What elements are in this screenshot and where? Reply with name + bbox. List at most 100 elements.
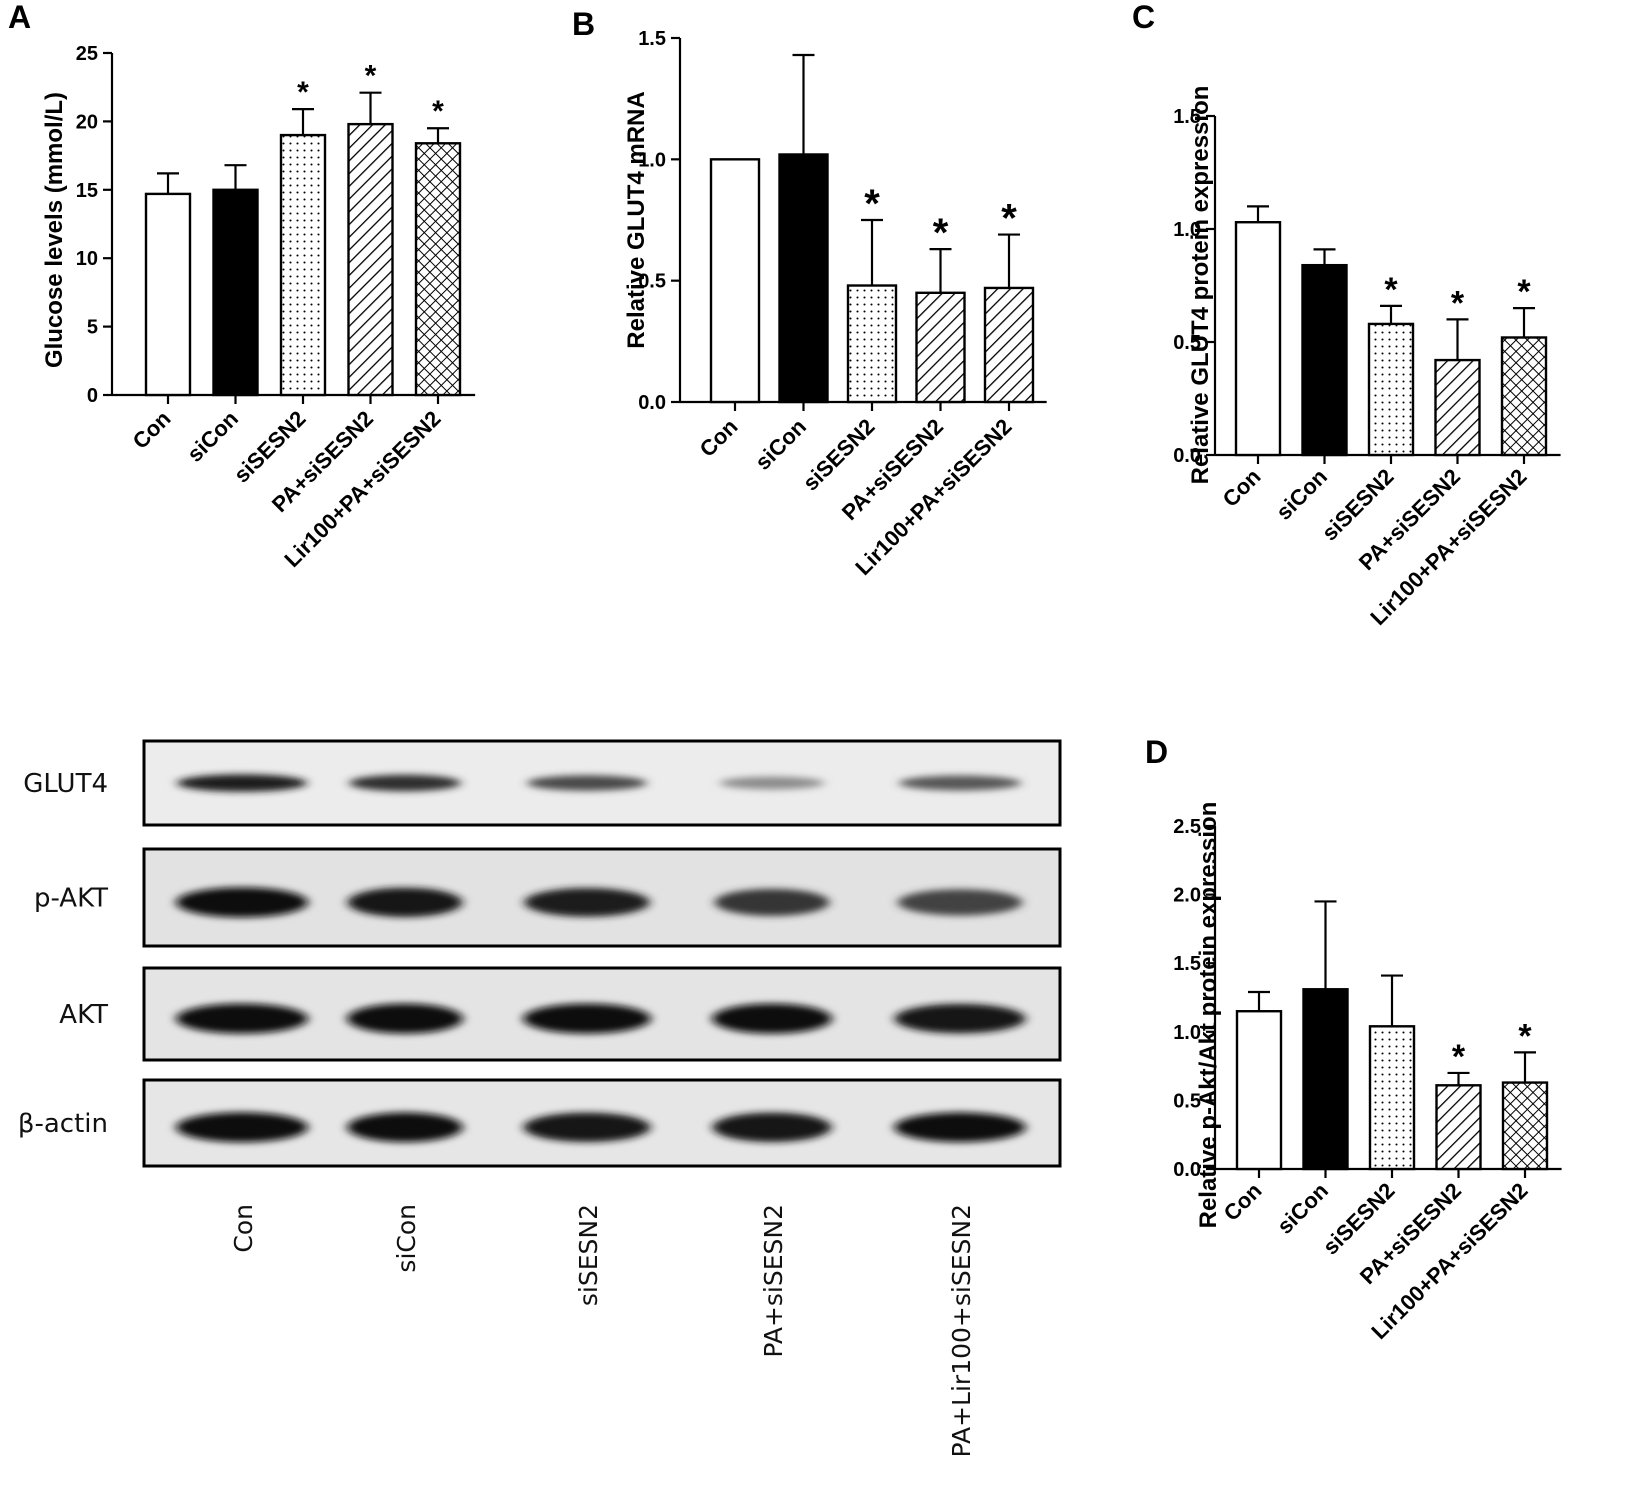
blot-band — [347, 887, 463, 918]
blot-row-label: GLUT4 — [23, 769, 108, 799]
panel-a-ylabel: Glucose levels (mmol/L) — [41, 92, 68, 368]
panel-a-significance-star: * — [365, 60, 377, 93]
panel-d-category-label: siCon — [1272, 1178, 1333, 1239]
panel-a-bar — [414, 142, 462, 397]
panel-c-significance-star: * — [1451, 284, 1465, 322]
panel-a-ytick-label: 10 — [76, 248, 98, 270]
blot-lane-label: PA+Lir100+siSESN2 — [947, 1204, 976, 1457]
panel-a-ytick-label: 5 — [87, 317, 98, 339]
blot-band — [523, 1003, 651, 1034]
panel-a-bar — [212, 188, 259, 397]
panel-a-significance-star: * — [432, 95, 444, 128]
blot-band — [897, 889, 1023, 916]
panel-c-ytick-label: 1.0 — [1173, 219, 1201, 241]
panel-b-ytick-label: 1.0 — [638, 149, 666, 171]
blot-band — [899, 775, 1021, 791]
panel-d-ytick-label: 0.5 — [1173, 1090, 1201, 1112]
panel-b-ytick-label: 1.5 — [638, 28, 666, 50]
blot-band — [177, 774, 307, 792]
panel-d-ytick-label: 2.5 — [1173, 816, 1201, 838]
panel-b-letter: B — [572, 6, 595, 42]
panel-d-ytick-label: 2.0 — [1173, 885, 1201, 907]
blot-row-label: AKT — [59, 1000, 108, 1030]
panel-d-bar — [1368, 1025, 1416, 1171]
blot-band — [712, 1003, 832, 1034]
panel-c-ytick-label: 0.5 — [1173, 332, 1201, 354]
panel-b-significance-star: * — [1001, 197, 1017, 241]
blot-band — [523, 1112, 651, 1143]
blot-band — [527, 775, 647, 791]
panel-c-bar — [1500, 336, 1548, 457]
panel-a-ytick-label: 15 — [76, 180, 98, 202]
panel-a-letter: A — [8, 0, 31, 35]
panel-d-letter: D — [1145, 734, 1168, 770]
blot-lane-label: siCon — [392, 1204, 421, 1273]
blot-row-label: β-actin — [18, 1109, 108, 1139]
panel-c-ytick-label: 0.0 — [1173, 445, 1201, 467]
panel-a-bar — [144, 192, 192, 397]
panel-a-ytick-label: 20 — [76, 111, 98, 133]
panel-b-ytick-label: 0.0 — [638, 392, 666, 414]
blot-band — [894, 1003, 1026, 1034]
panel-b-bar — [983, 286, 1035, 404]
panel-d-category-label: Con — [1219, 1178, 1267, 1226]
panel-d-bar — [1501, 1081, 1549, 1171]
panel-a-category-label: siCon — [182, 406, 243, 467]
blot-lane-label: Con — [229, 1204, 258, 1253]
panel-c-bar — [1234, 221, 1282, 457]
panel-b-bar — [709, 158, 761, 404]
panel-d-significance-star: * — [1518, 1017, 1532, 1055]
blot-band — [524, 888, 650, 917]
panel-d-bar — [1235, 1010, 1283, 1171]
panel-b-ytick-label: 0.5 — [638, 271, 666, 293]
panel-a-category-label: Con — [128, 406, 176, 454]
panel-d-ytick-label: 1.0 — [1173, 1022, 1201, 1044]
panel-b-bar — [846, 284, 898, 404]
panel-d-significance-star: * — [1452, 1038, 1466, 1076]
panel-b-significance-star: * — [933, 211, 949, 255]
panel-c-category-label: siCon — [1271, 464, 1332, 525]
panel-a-ytick-label: 0 — [87, 385, 98, 407]
panel-a-significance-star: * — [297, 76, 309, 109]
panel-a-bar — [279, 133, 327, 397]
panel-a-bar — [347, 122, 394, 397]
blot-band — [176, 887, 308, 918]
panel-c-significance-star: * — [1384, 271, 1398, 309]
blot-band — [347, 1112, 463, 1143]
blot-band — [894, 1112, 1026, 1143]
blot-band — [712, 1112, 832, 1143]
blot-lane-label: siSESN2 — [574, 1204, 603, 1306]
blot-row-label: p-AKT — [34, 884, 108, 914]
panel-b-category-label: siCon — [750, 414, 811, 475]
blot-band — [176, 1003, 308, 1034]
blot-band — [719, 776, 825, 790]
panel-b-significance-star: * — [864, 182, 880, 226]
panel-c-significance-star: * — [1517, 273, 1531, 311]
panel-d-ytick-label: 0.0 — [1173, 1159, 1201, 1181]
western-blot: GLUT4 p-AKT AKT β-actin Con siCon siSESN2 PA+si… — [18, 739, 1062, 1457]
panel-a-ytick-label: 25 — [76, 43, 98, 65]
blot-band — [347, 1003, 463, 1034]
panel-a-chart: A Glucose levels (mmol/L) 0 5 10 15 20 25 Con s… — [8, 0, 476, 572]
blot-band — [349, 774, 461, 792]
panel-b-bar — [778, 153, 829, 404]
panel-c-ytick-label: 1.5 — [1173, 106, 1201, 128]
panel-b-bar — [915, 291, 966, 404]
panel-c-chart: C Relative GLUT4 protein expression 0.0 0… — [1132, 0, 1561, 630]
panel-c-category-label: Con — [1218, 464, 1266, 512]
panel-c-bar — [1434, 358, 1481, 457]
panel-b-category-label: Con — [695, 414, 743, 462]
panel-d-chart: D Relative p-Akt/Akt protein expression … — [1145, 734, 1562, 1344]
blot-band — [176, 1112, 308, 1143]
blot-lane-label: PA+siSESN2 — [759, 1204, 788, 1358]
panel-d-ytick-label: 1.5 — [1173, 953, 1201, 975]
panel-c-letter: C — [1132, 0, 1155, 35]
panel-b-ylabel: Relative GLUT4 mRNA — [623, 91, 650, 348]
panel-c-bar — [1301, 263, 1348, 457]
blot-band — [714, 888, 830, 916]
panel-d-bar — [1302, 988, 1349, 1171]
panel-d-bar — [1435, 1084, 1482, 1171]
panel-b-chart: B Relative GLUT4 mRNA 0.0 0.5 1.0 1.5 Con siC… — [572, 6, 1047, 580]
panel-c-bar — [1367, 322, 1415, 457]
